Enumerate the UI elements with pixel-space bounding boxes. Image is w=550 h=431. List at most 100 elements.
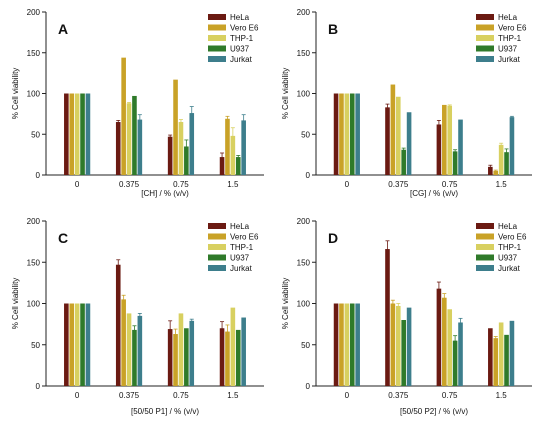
bar (344, 303, 350, 386)
legend-label: Vero E6 (230, 233, 259, 242)
legend-swatch (476, 35, 494, 41)
legend-label: THP-1 (230, 243, 254, 252)
bar (406, 112, 412, 175)
legend-label: U937 (230, 254, 250, 263)
bar (390, 303, 396, 386)
bar (401, 149, 406, 175)
bar (401, 320, 406, 386)
x-tick-label: 0.75 (173, 180, 189, 189)
x-axis-label: [CG] / % (v/v) (410, 189, 458, 198)
legend-label: HeLa (498, 222, 518, 231)
bar (230, 135, 236, 175)
x-tick-label: 1.5 (227, 391, 239, 400)
x-tick-label: 1.5 (496, 180, 508, 189)
x-tick-label: 1.5 (227, 180, 239, 189)
bar (339, 93, 344, 175)
x-tick-label: 0 (75, 391, 80, 400)
bar (121, 57, 126, 175)
panel-label: C (58, 230, 68, 246)
bar (225, 331, 230, 386)
y-axis-label: % Cell viability (281, 278, 290, 330)
legend-label: Jurkat (498, 264, 521, 273)
legend-swatch (476, 14, 494, 20)
bar (339, 303, 344, 386)
legend-label: Vero E6 (498, 233, 527, 242)
bar (498, 144, 504, 175)
legend-swatch (476, 56, 494, 62)
bar (442, 297, 447, 386)
bar (121, 299, 126, 386)
y-tick-label: 150 (27, 258, 41, 267)
legend-swatch (208, 244, 226, 250)
bar (64, 303, 69, 386)
bar (241, 120, 246, 175)
legend-swatch (208, 14, 226, 20)
bar (493, 170, 499, 175)
bar (436, 288, 442, 386)
y-tick-label: 100 (27, 300, 41, 309)
bar (126, 313, 132, 386)
y-tick-label: 150 (297, 258, 311, 267)
x-tick-label: 0 (75, 180, 80, 189)
chart-panel-c: 0 50 100 150 200 % Cell viability [50/50 P1] /… (11, 217, 264, 416)
y-tick-label: 50 (301, 130, 310, 139)
bar (219, 328, 225, 386)
legend-label: THP-1 (498, 243, 522, 252)
bar (349, 303, 355, 386)
y-tick-label: 100 (297, 300, 311, 309)
bar (167, 136, 173, 175)
bar (452, 151, 458, 175)
bar (406, 307, 412, 386)
legend-swatch (208, 223, 226, 229)
bar (447, 105, 453, 175)
y-axis-label: % Cell viability (11, 68, 20, 120)
y-axis-label: % Cell viability (281, 68, 290, 120)
chart-panel-d: 0 50 100 150 200 % Cell viability [50/50 P2] /… (281, 217, 532, 416)
legend-swatch (476, 45, 494, 52)
bar (436, 124, 442, 175)
y-tick-label: 150 (27, 49, 41, 58)
y-tick-label: 200 (27, 8, 41, 17)
bar (69, 93, 75, 175)
bar (355, 303, 360, 386)
y-tick-label: 50 (301, 341, 310, 350)
legend-label: THP-1 (230, 34, 254, 43)
legend-label: THP-1 (498, 34, 522, 43)
y-tick-label: 0 (36, 171, 41, 180)
bar (167, 329, 173, 386)
x-tick-label: 0 (345, 180, 350, 189)
legend-label: Jurkat (498, 55, 521, 64)
bar (115, 264, 121, 386)
legend-label: U937 (230, 45, 250, 54)
bar (344, 93, 350, 175)
legend-label: Vero E6 (230, 24, 259, 33)
legend-swatch (476, 254, 494, 261)
bar (447, 309, 453, 386)
bar (504, 334, 509, 386)
bar (137, 315, 143, 386)
legend-label: HeLa (230, 13, 250, 22)
bar (126, 103, 132, 175)
legend-swatch (208, 45, 226, 52)
y-tick-label: 200 (297, 8, 311, 17)
bar (184, 328, 189, 386)
bar (509, 117, 515, 175)
legend-swatch (208, 56, 226, 62)
bar (173, 334, 178, 386)
bar (488, 166, 493, 175)
bar (488, 328, 493, 386)
y-tick-label: 200 (27, 217, 41, 226)
x-tick-label: 0 (345, 391, 350, 400)
legend-label: Jurkat (230, 264, 253, 273)
legend-label: Jurkat (230, 55, 253, 64)
bar (493, 338, 499, 386)
bar (504, 152, 509, 175)
panel-label: B (328, 21, 338, 37)
x-tick-label: 0.375 (388, 180, 409, 189)
x-axis-label: [50/50 P2] / % (v/v) (400, 407, 468, 416)
bar (333, 303, 339, 386)
x-tick-label: 0.75 (442, 391, 458, 400)
bar (452, 340, 458, 386)
y-tick-label: 0 (306, 171, 311, 180)
